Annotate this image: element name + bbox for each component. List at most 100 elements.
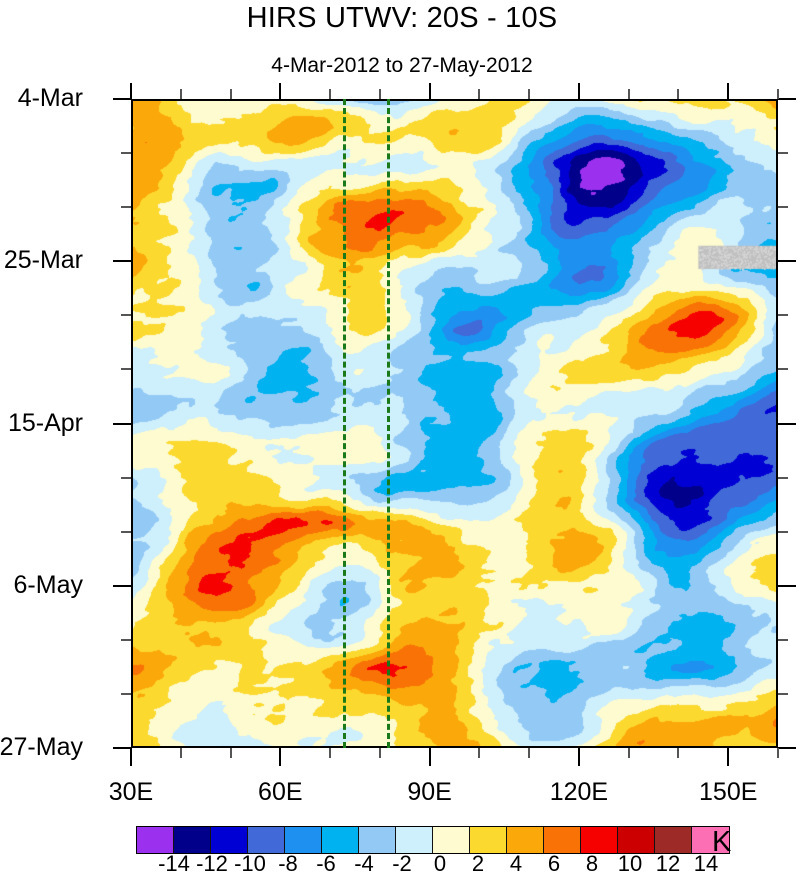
y-axis-label-27-may: 27-May (0, 733, 83, 761)
hovmoller-plot-area[interactable] (131, 99, 778, 748)
y-axis-label-15-apr: 15-Apr (7, 408, 83, 437)
colorbar-cell-5[interactable] (322, 827, 359, 853)
colorbar-cell-13[interactable] (618, 827, 655, 853)
y-tick-minor (778, 368, 788, 371)
x-tick-major (279, 83, 282, 99)
y-tick-minor (778, 692, 788, 695)
x-tick-major (727, 748, 730, 766)
x-tick-minor (229, 89, 232, 99)
colorbar-cell-10[interactable] (507, 827, 544, 853)
x-tick-minor (179, 748, 182, 758)
y-tick-minor (121, 368, 131, 371)
y-tick-major (113, 422, 131, 425)
y-tick-major (778, 98, 796, 100)
y-axis-label-4-mar: 4-Mar (17, 84, 83, 112)
colorbar-cell-4[interactable] (285, 827, 322, 853)
x-tick-major (727, 83, 730, 99)
x-tick-minor (777, 748, 779, 758)
x-tick-minor (378, 748, 381, 758)
x-tick-minor (329, 748, 332, 758)
y-tick-major (778, 584, 796, 587)
y-axis-label-6-may: 6-May (13, 570, 83, 599)
colorbar-tick-0: 0 (433, 851, 447, 876)
colorbar-cell-15[interactable] (692, 827, 729, 853)
colorbar-tick--14: -14 (158, 851, 190, 876)
y-tick-minor (121, 692, 131, 695)
y-tick-major (113, 584, 131, 587)
y-tick-minor (121, 638, 131, 641)
x-axis-label-150e: 150E (699, 778, 758, 806)
x-tick-minor (478, 748, 481, 758)
x-tick-minor (478, 89, 481, 99)
x-tick-minor (528, 748, 531, 758)
y-tick-minor (778, 152, 788, 155)
colorbar-tick-4: 4 (509, 851, 523, 876)
colorbar-cell-7[interactable] (396, 827, 433, 853)
y-tick-minor (778, 638, 788, 641)
y-tick-minor (121, 152, 131, 155)
colorbar-tick--6: -6 (316, 851, 336, 876)
colorbar-cell-9[interactable] (470, 827, 507, 853)
colorbar-cell-0[interactable] (137, 827, 174, 853)
x-axis-label-60e: 60E (258, 778, 303, 806)
colorbar-tick-12: 12 (655, 851, 681, 876)
colorbar-tick-8: 8 (585, 851, 599, 876)
y-tick-minor (121, 314, 131, 317)
colorbar-cell-3[interactable] (248, 827, 285, 853)
y-tick-major (113, 747, 131, 749)
x-tick-minor (677, 748, 680, 758)
x-tick-minor (378, 89, 381, 99)
x-tick-minor (777, 89, 779, 99)
x-tick-minor (677, 89, 680, 99)
colorbar-tick--8: -8 (278, 851, 298, 876)
colorbar-tick--12: -12 (196, 851, 228, 876)
page-title: HIRS UTWV: 20S - 10S (246, 2, 558, 34)
x-tick-major (577, 748, 580, 766)
y-tick-major (113, 260, 131, 263)
x-tick-minor (229, 748, 232, 758)
colorbar-tick--2: -2 (392, 851, 412, 876)
y-tick-major (778, 422, 796, 425)
x-tick-major (279, 748, 282, 766)
colorbar-cell-1[interactable] (174, 827, 211, 853)
x-tick-minor (528, 89, 531, 99)
colorbar-cell-14[interactable] (655, 827, 692, 853)
colorbar-cell-6[interactable] (359, 827, 396, 853)
y-tick-minor (778, 476, 788, 479)
colorbar-tick--10: -10 (234, 851, 266, 876)
x-tick-major (130, 83, 132, 99)
colorbar-cell-2[interactable] (211, 827, 248, 853)
meridian-line-72.5 (342, 99, 346, 748)
colorbar-cell-8[interactable] (433, 827, 470, 853)
x-tick-major (428, 748, 431, 766)
x-tick-major (130, 748, 132, 766)
x-tick-minor (179, 89, 182, 99)
y-tick-minor (778, 530, 788, 533)
x-axis-label-90e: 90E (407, 778, 452, 806)
x-axis-label-120e: 120E (549, 778, 609, 806)
y-tick-minor (121, 530, 131, 533)
y-tick-major (778, 747, 796, 749)
y-tick-major (113, 98, 131, 100)
x-axis-label-30e: 30E (108, 778, 154, 806)
contour-field-canvas (131, 99, 778, 748)
colorbar-cell-12[interactable] (581, 827, 618, 853)
y-tick-minor (778, 314, 788, 317)
y-tick-minor (121, 206, 131, 209)
y-tick-minor (121, 476, 131, 479)
colorbar-tick-6: 6 (547, 851, 561, 876)
colorbar-unit-label: K (712, 826, 732, 858)
x-tick-minor (627, 748, 630, 758)
colorbar[interactable] (136, 826, 730, 854)
colorbar-tick--4: -4 (354, 851, 374, 876)
colorbar-cell-11[interactable] (544, 827, 581, 853)
y-axis-label-25-mar: 25-Mar (3, 246, 83, 275)
y-tick-minor (778, 206, 788, 209)
y-tick-major (778, 260, 796, 263)
date-range-subtitle: 4-Mar-2012 to 27-May-2012 (271, 54, 533, 77)
colorbar-tick-10: 10 (617, 851, 643, 876)
x-tick-minor (329, 89, 332, 99)
meridian-line-81.5 (387, 99, 391, 748)
x-tick-major (428, 83, 431, 99)
